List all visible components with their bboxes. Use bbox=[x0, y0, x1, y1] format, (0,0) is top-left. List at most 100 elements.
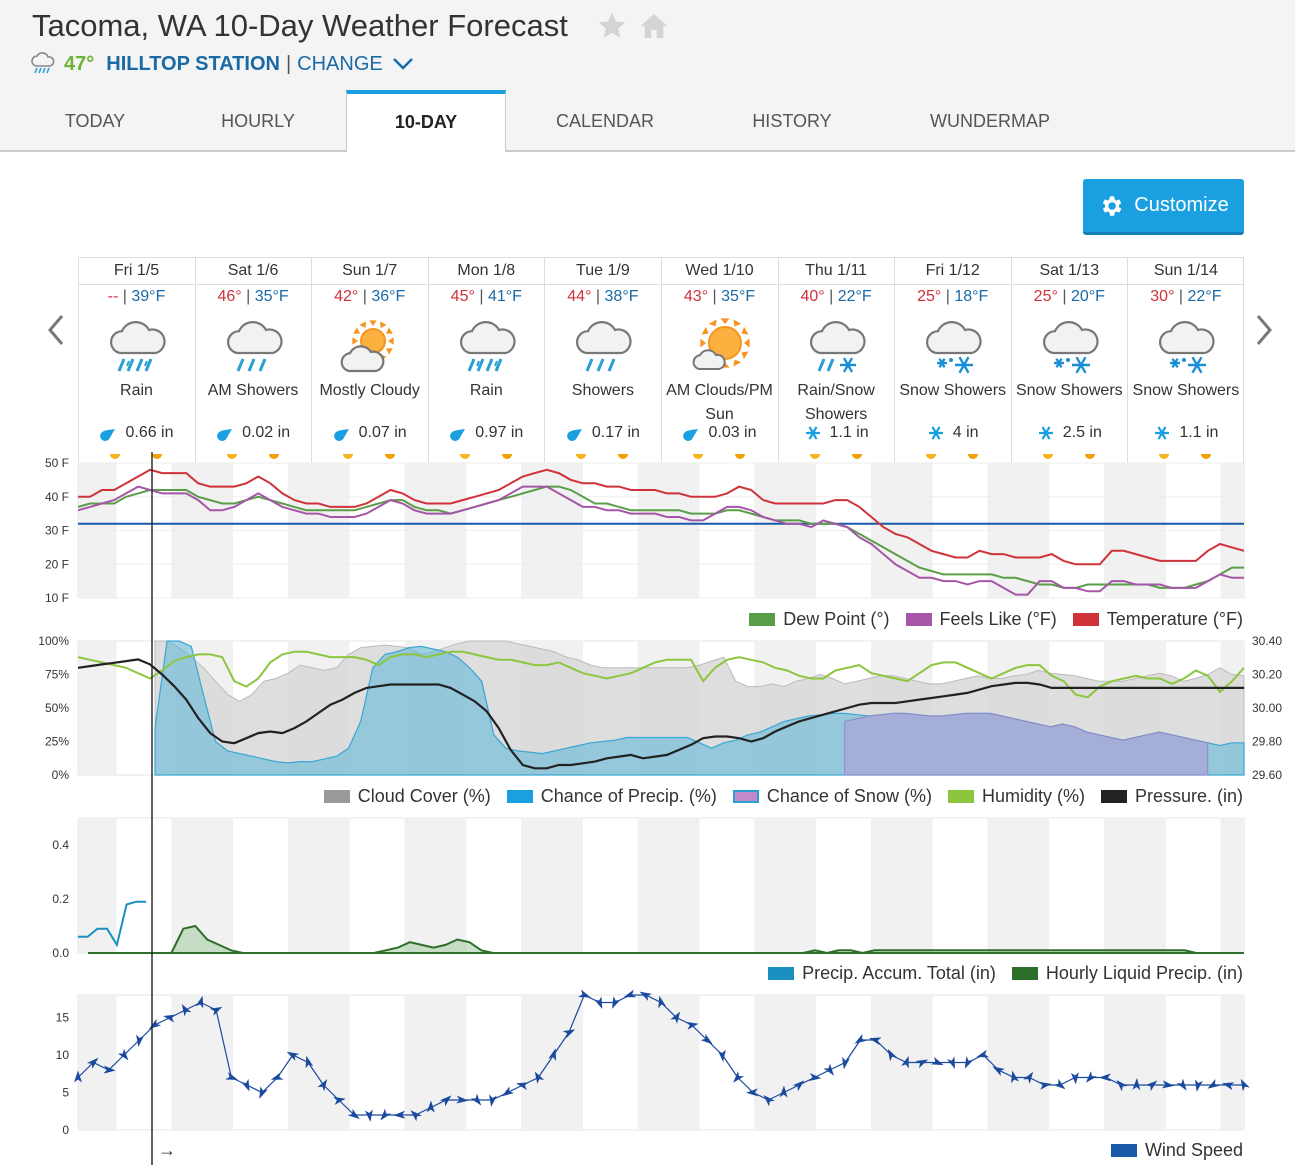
sunrise-sunset-icon bbox=[809, 454, 862, 459]
day-low: 22°F bbox=[1187, 288, 1222, 305]
day-high: 40° bbox=[800, 288, 825, 305]
separator: | bbox=[285, 52, 292, 75]
wind-direction-arrow bbox=[746, 1088, 759, 1097]
night-band bbox=[1104, 818, 1128, 953]
night-band bbox=[544, 995, 583, 1130]
change-station-link[interactable]: CHANGE bbox=[297, 52, 383, 75]
precip-y-tick: 0% bbox=[52, 768, 70, 782]
day-column[interactable]: Sat 1/6 46° | 35°F AM Showers 0.02 in bbox=[194, 258, 311, 463]
temperature-line bbox=[78, 468, 1245, 566]
raindrop-icon bbox=[100, 428, 116, 441]
wind-direction-arrow bbox=[163, 1014, 176, 1023]
night-band bbox=[1220, 995, 1244, 1130]
tab-history[interactable]: HISTORY bbox=[752, 111, 832, 131]
next-arrow-icon[interactable] bbox=[1252, 312, 1276, 348]
day-name: Fri 1/12 bbox=[895, 258, 1011, 285]
day-column[interactable]: Mon 1/8 45° | 41°F Rain 0.97 in bbox=[427, 258, 544, 463]
legend-temperature: Dew Point (°) Feels Like (°F) Temperatur… bbox=[733, 609, 1243, 630]
wind-direction-arrow bbox=[562, 1029, 576, 1039]
day-column[interactable]: Sun 1/7 42° | 36°F Mostly Cloudy 0.07 in bbox=[311, 258, 428, 463]
day-low: 39°F bbox=[131, 288, 166, 305]
wind-direction-arrow bbox=[670, 1011, 681, 1024]
wind-direction-arrow bbox=[594, 996, 603, 1009]
legend-feelslike-swatch bbox=[905, 613, 932, 626]
wind-direction-arrow bbox=[534, 1071, 545, 1084]
favorite-star-icon[interactable] bbox=[596, 10, 628, 42]
raindrop-icon bbox=[450, 428, 466, 441]
day-column[interactable]: Wed 1/10 43° | 35°F AM Clouds/PM Sun 0.03 i… bbox=[661, 258, 777, 463]
wind-direction-arrow bbox=[103, 1065, 116, 1074]
tab-10-day[interactable]: 10-DAY bbox=[346, 90, 506, 152]
tab-hourly[interactable]: HOURLY bbox=[221, 111, 295, 131]
day-high: -- bbox=[107, 288, 119, 305]
wind-direction-arrow bbox=[1116, 1079, 1128, 1092]
wind-direction-arrow bbox=[181, 1003, 192, 1017]
feels-like-line bbox=[77, 485, 1244, 596]
sunrise-sunset-icon bbox=[693, 454, 745, 459]
previous-arrow-icon[interactable] bbox=[44, 312, 68, 348]
wind-direction-arrow bbox=[946, 1056, 956, 1070]
day-hi-lo: 25° | 20°F bbox=[1033, 288, 1105, 305]
day-precip: 0.07 in bbox=[312, 424, 427, 442]
wind-direction-arrow bbox=[117, 1048, 129, 1061]
amount-y-tick: 0.0 bbox=[52, 946, 69, 960]
station-name[interactable]: HILLTOP STATION bbox=[106, 52, 280, 75]
rain-icon bbox=[79, 309, 194, 379]
legend-accum-label: Precip. Accum. Total (in) bbox=[802, 963, 996, 983]
pressure-y-tick: 30.40 bbox=[1252, 634, 1282, 648]
day-high: 45° bbox=[450, 288, 475, 305]
customize-button[interactable]: Customize bbox=[1083, 179, 1244, 235]
now-arrow: → bbox=[158, 1140, 176, 1160]
tab-calendar[interactable]: CALENDAR bbox=[555, 111, 655, 131]
tab-wundermap[interactable]: WUNDERMAP bbox=[930, 111, 1050, 131]
legend-wind-label: Wind Speed bbox=[1144, 1140, 1243, 1160]
day-column[interactable]: Fri 1/12 25° | 18°F Snow Showers 4 in bbox=[894, 258, 1011, 463]
wind-direction-arrow bbox=[470, 1093, 482, 1106]
hourly-precip-area bbox=[88, 924, 1244, 955]
day-name: Sun 1/14 bbox=[1128, 258, 1244, 285]
day-name: Sat 1/6 bbox=[195, 258, 311, 285]
day-low: 35°F bbox=[721, 288, 756, 305]
day-precip: 0.02 in bbox=[196, 424, 311, 442]
amount-y-tick: 0.4 bbox=[52, 838, 69, 852]
customize-label: Customize bbox=[1134, 194, 1229, 216]
day-precip: 0.66 in bbox=[79, 424, 194, 442]
day-column[interactable]: Sun 1/14 30° | 22°F Snow Showers 1.1 in bbox=[1127, 258, 1244, 463]
snow-icon bbox=[1128, 309, 1243, 379]
day-low: 35°F bbox=[254, 288, 289, 305]
chevron-down-icon[interactable] bbox=[391, 54, 415, 74]
day-condition: Mostly Cloudy bbox=[319, 382, 420, 399]
temp-y-tick: 50 F bbox=[45, 456, 69, 470]
wind-direction-arrow bbox=[501, 1086, 514, 1097]
legend-temperature-swatch bbox=[1072, 613, 1099, 626]
wind-direction-arrow bbox=[209, 1006, 223, 1016]
night-band bbox=[521, 818, 545, 953]
wind-direction-arrow bbox=[578, 989, 591, 998]
day-precip-amount: 0.17 in bbox=[591, 424, 640, 441]
wind-direction-arrow bbox=[364, 1109, 373, 1122]
sunrise-sunset-icon bbox=[343, 454, 396, 459]
amount-y-tick: 0.2 bbox=[52, 892, 69, 906]
precip-y-tick: 25% bbox=[45, 735, 69, 749]
day-column[interactable]: Sat 1/13 25° | 20°F Snow Showers 2.5 in bbox=[1010, 258, 1127, 463]
home-icon[interactable] bbox=[638, 10, 670, 42]
day-precip-amount: 0.03 in bbox=[708, 424, 757, 441]
wind-direction-arrow bbox=[1132, 1078, 1141, 1091]
day-low: 36°F bbox=[371, 288, 406, 305]
day-strip-border bbox=[1243, 258, 1244, 463]
day-forecast-strip: Fri 1/5 -- | 39°F Rain 0.66 in Sat 1/6 46° | … bbox=[78, 257, 1244, 463]
wind-direction-arrow bbox=[612, 996, 621, 1009]
night-band bbox=[777, 818, 817, 953]
wind-direction-arrow bbox=[686, 1021, 699, 1030]
tab-today[interactable]: TODAY bbox=[64, 111, 126, 131]
night-band bbox=[661, 818, 700, 953]
day-precip: 4 in bbox=[895, 424, 1010, 442]
night-band bbox=[661, 995, 700, 1130]
day-column[interactable]: Thu 1/11 40° | 22°F Rain/Snow Showers 1.1 i… bbox=[777, 258, 894, 463]
night-band bbox=[1104, 995, 1128, 1130]
day-column[interactable]: Tue 1/9 44° | 38°F Showers 0.17 in bbox=[544, 258, 661, 463]
day-column[interactable]: Fri 1/5 -- | 39°F Rain 0.66 in bbox=[78, 258, 194, 463]
wind-direction-arrow bbox=[286, 1051, 300, 1061]
sunrise-sunset-icon bbox=[459, 454, 512, 459]
legend-wind-swatch bbox=[1110, 1144, 1137, 1157]
